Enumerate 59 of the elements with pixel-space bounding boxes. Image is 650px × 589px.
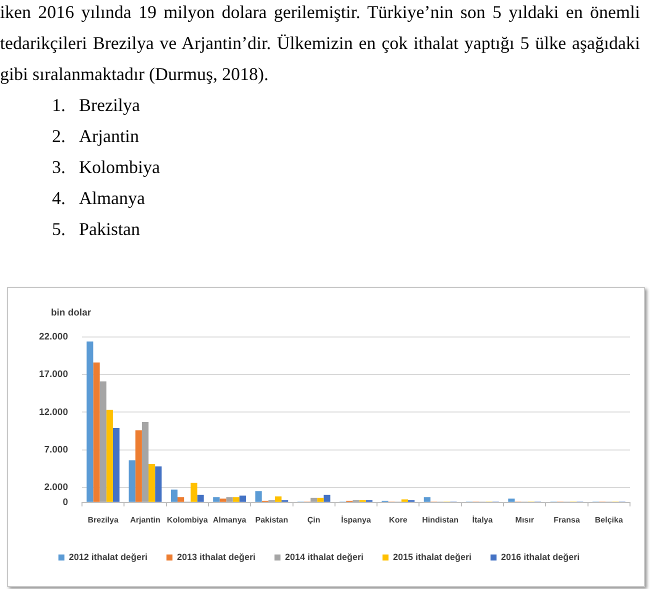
- y-tick-label: 22.000: [38, 332, 68, 343]
- x-tick-label: Belçika: [594, 515, 624, 524]
- bar: [178, 497, 184, 502]
- bar: [508, 498, 515, 502]
- x-tick-label: Kore: [389, 515, 408, 524]
- x-tick-label: Kolombiya: [166, 515, 208, 524]
- y-axis-title: bin dolar: [50, 308, 92, 319]
- bar: [93, 362, 100, 502]
- legend-label: 2015 ithalat değeri: [393, 552, 472, 562]
- bar: [324, 494, 330, 502]
- x-tick-label: Mısır: [515, 515, 534, 524]
- legend-label: 2016 ithalat değeri: [501, 552, 580, 562]
- bar: [274, 496, 282, 502]
- x-tick-label: Arjantin: [130, 515, 160, 524]
- x-tick-label: Hindistan: [422, 515, 459, 524]
- y-tick-label: 7.000: [44, 444, 68, 456]
- y-tick-label: 0: [62, 497, 68, 508]
- bar: [135, 430, 142, 502]
- bar: [197, 494, 204, 502]
- legend-label: 2013 ithalat değeri: [176, 552, 256, 562]
- text: 1. Brezilya: [52, 94, 140, 117]
- x-tick-label: Pakistan: [255, 515, 288, 524]
- bar: [148, 464, 156, 502]
- y-tick-label: 17.000: [38, 369, 68, 380]
- y-tick-label: 12.000: [38, 406, 68, 418]
- bar: [255, 491, 262, 502]
- bar: [106, 410, 113, 502]
- bar: [232, 497, 240, 502]
- bar: [317, 498, 324, 502]
- x-tick-label: Çin: [307, 515, 320, 524]
- bar: [310, 498, 318, 502]
- x-tick-label: Fransa: [554, 515, 580, 524]
- x-tick-label: İspanya: [341, 515, 372, 524]
- text: 2. Arjantin: [52, 125, 139, 148]
- bar: [170, 490, 178, 502]
- bar: [401, 499, 408, 502]
- text: 5. Pakistan: [52, 218, 140, 241]
- bar: [155, 466, 162, 502]
- text: 4. Almanya: [52, 187, 145, 210]
- text: 3. Kolombiya: [52, 156, 160, 179]
- x-tick-label: Almanya: [212, 515, 247, 524]
- y-tick-label: 2.000: [44, 482, 68, 493]
- x-tick-label: Brezilya: [88, 515, 119, 524]
- bar: [239, 496, 246, 502]
- bar: [112, 428, 120, 502]
- bar: [424, 497, 430, 502]
- bar: [128, 460, 136, 502]
- bar: [213, 497, 220, 502]
- bar: [100, 381, 106, 502]
- legend-label: 2012 ithalat değeri: [68, 552, 148, 562]
- legend-label: 2014 ithalat değeri: [284, 552, 364, 562]
- bar: [86, 342, 94, 502]
- bar: [190, 482, 198, 502]
- text: iken 2016 yılında 19 milyon dolara gerilemiştir. Türkiye’nin son 5 yıldaki en önemli tedarikçileri Brezilya ve Arjantin’dir. Ülkemizin en çok ithalat yaptığı 5 ülke aşağıdaki gibi sıralanmaktadır (Durmuş, 2018).: [0, 1, 640, 86]
- x-tick-label: İtalya: [472, 515, 494, 524]
- bar: [226, 497, 233, 502]
- bar: [142, 422, 149, 502]
- chart-frame: 2012 ithalat değeri 2013 ithalat değeri 2014 ithalat değeri 2015 ithalat değeri 2016 ithalat değeri Brezilya Arjantin Kolombiya Almanya Pakistan Çin İspanya Kore Hindistan İtalya Mısır Fransa Belçika 0 2.000 7.000 12.000 17.000 22.000 bin dolar: [7, 287, 645, 587]
- bar: [220, 498, 226, 502]
